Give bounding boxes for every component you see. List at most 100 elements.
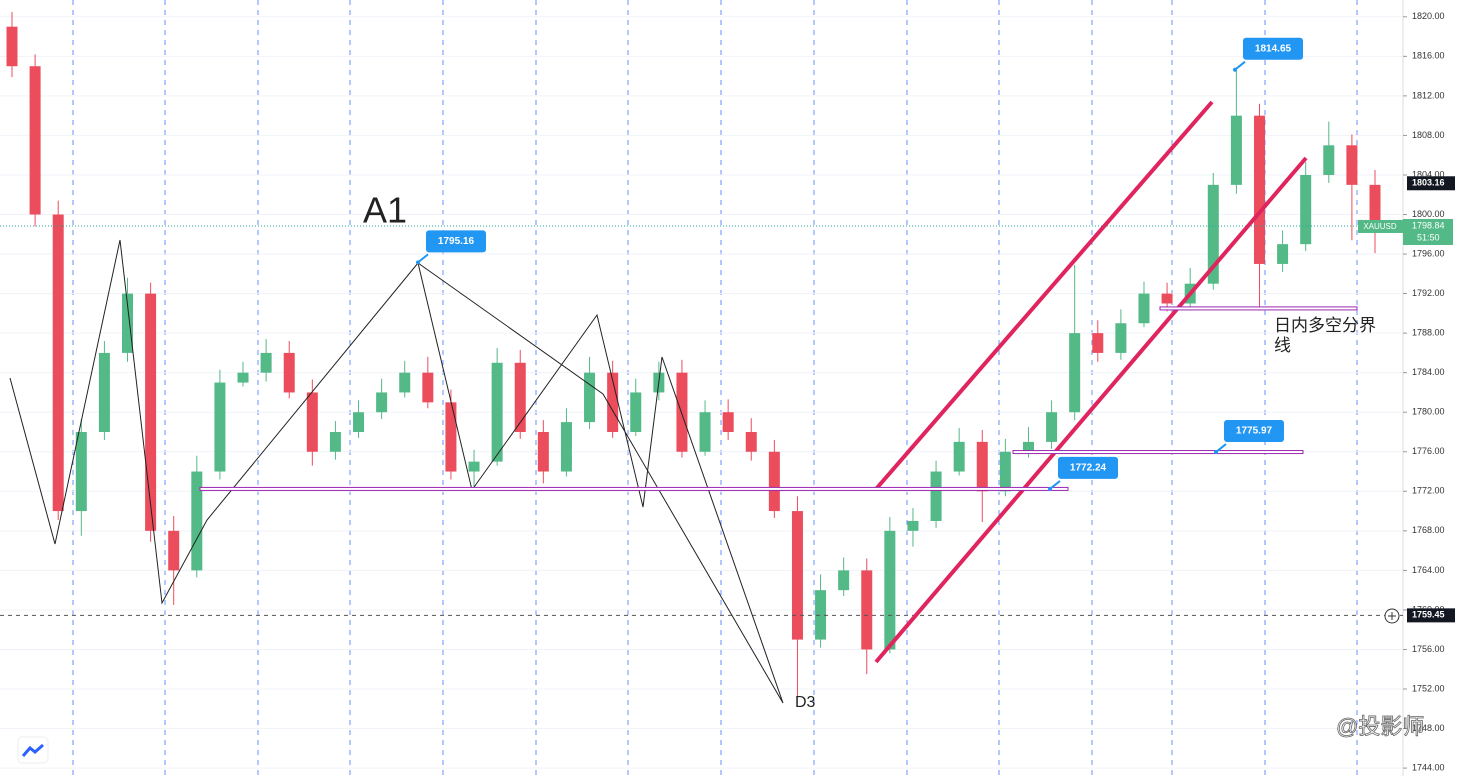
y-tick-label: 1792.00 (1412, 288, 1445, 298)
candle-body (353, 412, 365, 432)
candle-body (214, 382, 226, 472)
candle-body (260, 352, 272, 373)
candle (329, 421, 341, 460)
candle-body (1369, 184, 1381, 225)
candle (514, 349, 526, 439)
y-tick-label: 1788.00 (1412, 328, 1445, 338)
candle-body (306, 392, 318, 452)
candle (607, 360, 619, 438)
candle-body (699, 412, 711, 452)
candle-body (122, 293, 134, 353)
last-price-label: 1798.84 (1412, 220, 1445, 230)
candle (953, 428, 965, 476)
candle-body (838, 570, 850, 591)
candle-body (399, 372, 411, 393)
y-tick-label: 1812.00 (1412, 90, 1445, 100)
y-tick-label: 1744.00 (1412, 762, 1445, 772)
marked-price-box (1407, 176, 1455, 191)
candle-body (560, 422, 572, 472)
candle-body (1253, 115, 1265, 264)
candle-body (237, 372, 249, 383)
candle-body (52, 214, 64, 512)
candle-body (630, 392, 642, 432)
candle-body (191, 471, 203, 571)
candle-body (1115, 323, 1127, 353)
candle-body (953, 441, 965, 472)
candle (838, 557, 850, 597)
candle-body (98, 352, 110, 432)
price-tag (1243, 37, 1303, 60)
candle-body (468, 461, 480, 472)
candle-body (745, 431, 757, 452)
candle (75, 419, 87, 536)
price-tag (426, 230, 486, 253)
candle (214, 369, 226, 480)
candle (791, 496, 803, 697)
candle (584, 356, 596, 430)
candle (745, 418, 757, 461)
candle-body (884, 530, 896, 650)
candle-body (791, 511, 803, 640)
candle-body (1046, 412, 1058, 442)
price-tag (1224, 420, 1284, 443)
candle-body (376, 392, 388, 413)
candle (722, 399, 734, 440)
candle (1346, 134, 1358, 241)
candle (907, 508, 919, 547)
candle (861, 558, 873, 675)
tag-point (1214, 450, 1218, 455)
tag-pointer (1215, 443, 1227, 453)
candle (98, 341, 110, 440)
level-line (1159, 306, 1358, 311)
candle-body (145, 293, 157, 531)
y-tick-label: 1780.00 (1412, 407, 1445, 417)
candle-body (1092, 333, 1104, 353)
candle (1369, 170, 1381, 254)
y-tick-label: 1784.00 (1412, 367, 1445, 377)
candle (930, 460, 942, 528)
candle (1115, 309, 1127, 360)
candle (768, 439, 780, 518)
price-tag-label: 1772.24 (1070, 463, 1107, 474)
drawings (9, 100, 1358, 704)
candle (191, 455, 203, 578)
candle (52, 200, 64, 520)
candle (145, 282, 157, 542)
pivot-label: 日内多空分界线 (1274, 316, 1376, 355)
candle-body (1323, 145, 1335, 175)
candle (676, 359, 688, 458)
candle-body (1161, 293, 1173, 304)
y-tick-label: 1776.00 (1412, 446, 1445, 456)
y-tick-label: 1756.00 (1412, 644, 1445, 654)
candle (399, 360, 411, 398)
candle (1253, 103, 1265, 311)
countdown-label: 51:50 (1417, 232, 1440, 242)
candle-body (445, 402, 457, 472)
candle (1069, 264, 1081, 421)
channel-upper (874, 100, 1214, 491)
candle (6, 11, 18, 78)
candle (1092, 320, 1104, 362)
candle (976, 430, 988, 522)
candle-body (607, 372, 619, 432)
candle-body (329, 431, 341, 452)
candle (122, 277, 134, 362)
price-tag-label: 1795.16 (438, 236, 475, 247)
tag-pointer (417, 253, 429, 264)
candle (306, 379, 318, 466)
candle (560, 408, 572, 477)
candle (815, 574, 827, 648)
price-tag-label: 1775.97 (1236, 426, 1273, 437)
y-tick-label: 1768.00 (1412, 525, 1445, 535)
candle (422, 356, 434, 409)
pivot-label-line: 线 (1274, 336, 1291, 355)
candle-body (1138, 293, 1150, 324)
tag-point (416, 260, 420, 265)
symbol-box (1358, 219, 1403, 233)
candle (445, 389, 457, 480)
candle (1138, 281, 1150, 328)
candle (1323, 121, 1335, 183)
candle (353, 400, 365, 438)
level-line (199, 486, 1069, 491)
